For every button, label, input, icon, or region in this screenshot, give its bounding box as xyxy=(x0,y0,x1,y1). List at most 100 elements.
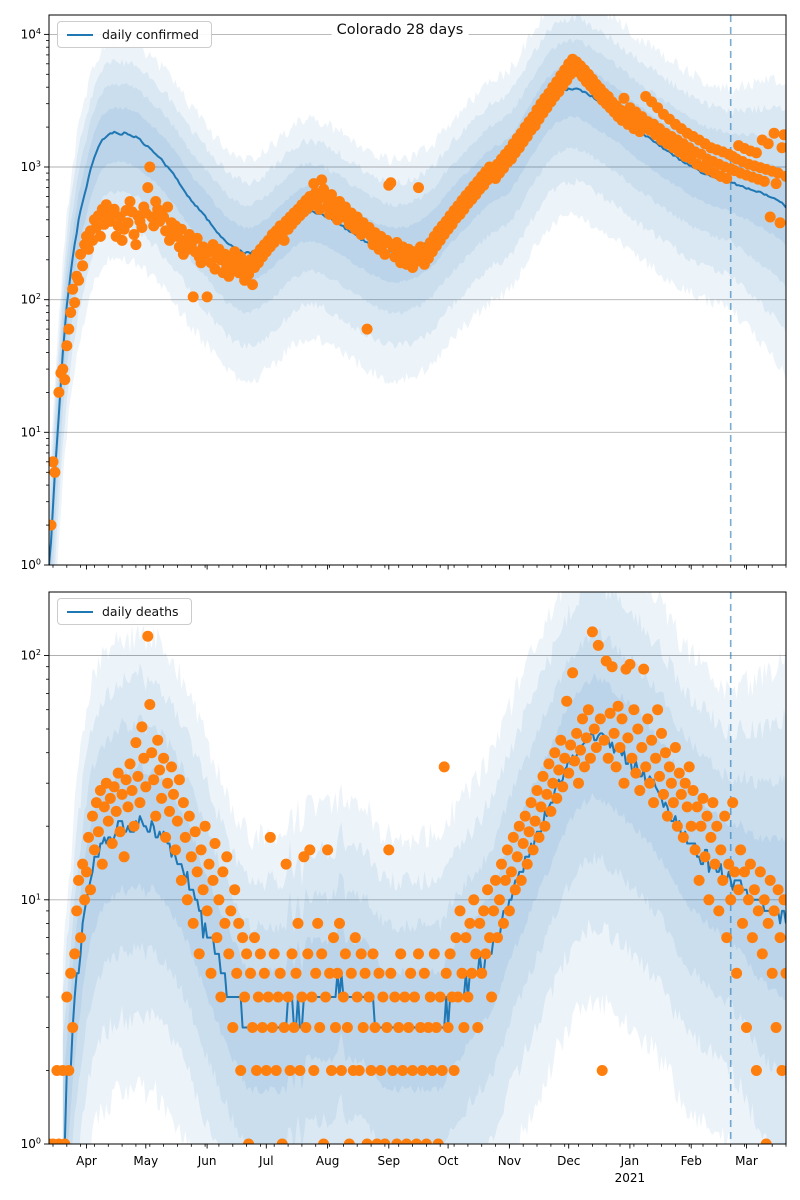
daily-deaths-observation-dot xyxy=(638,663,650,675)
daily-confirmed-observation-dot xyxy=(175,223,187,235)
daily-confirmed-observation-dot xyxy=(195,257,207,269)
daily-deaths-observation-dot xyxy=(432,1138,444,1144)
daily-deaths-observation-dot xyxy=(422,1022,434,1033)
daily-deaths-observation-dot xyxy=(207,874,219,886)
daily-confirmed-observation-dot xyxy=(124,196,136,207)
daily-deaths-observation-dot xyxy=(179,831,191,843)
daily-deaths-observation-dot xyxy=(563,767,575,779)
daily-deaths-band-4 xyxy=(62,592,786,1144)
daily-deaths-observation-dot xyxy=(705,831,717,843)
daily-deaths-observation-dot xyxy=(387,1065,399,1076)
y-tick-label: 103 xyxy=(21,160,41,175)
daily-deaths-observation-dot xyxy=(624,658,636,670)
daily-deaths-observation-dot xyxy=(575,744,586,756)
daily-deaths-axes-border xyxy=(48,591,787,1145)
daily-deaths-observation-dot xyxy=(626,752,638,764)
daily-deaths-observation-dot xyxy=(361,1138,373,1144)
daily-deaths-observation-dot xyxy=(480,948,492,960)
legend-label: daily deaths xyxy=(102,604,179,619)
daily-deaths-observation-dot xyxy=(584,752,596,764)
daily-confirmed-observation-dot xyxy=(776,142,786,154)
daily-deaths-observation-dot xyxy=(203,858,215,870)
daily-confirmed-observation-dot xyxy=(69,297,81,309)
daily-deaths-observation-dot xyxy=(456,967,468,979)
daily-confirmed-observation-dot xyxy=(379,248,391,260)
daily-deaths-observation-dot xyxy=(94,785,106,796)
x-tick-label-dec: Dec xyxy=(557,1154,580,1168)
daily-confirmed-observation-dot xyxy=(768,127,780,139)
daily-deaths-observation-dot xyxy=(687,785,699,796)
daily-deaths-observation-dot xyxy=(221,851,233,863)
daily-deaths-observation-dot xyxy=(87,810,98,822)
daily-deaths-observation-dot xyxy=(632,723,644,735)
daily-deaths-observation-dot xyxy=(276,1138,288,1144)
daily-deaths-observation-dot xyxy=(160,831,172,843)
daily-deaths-observation-dot xyxy=(630,767,642,779)
daily-deaths-observation-dot xyxy=(525,797,537,809)
daily-deaths-observation-dot xyxy=(723,858,735,870)
daily-deaths-observation-dot xyxy=(567,667,579,679)
daily-deaths-observation-dot xyxy=(699,851,711,863)
daily-deaths-observation-dot xyxy=(383,844,395,856)
daily-deaths-observation-dot xyxy=(648,797,660,809)
daily-confirmed-observation-dot xyxy=(162,201,174,213)
daily-confirmed-observation-dot xyxy=(774,217,786,229)
daily-deaths-observation-dot xyxy=(731,967,743,979)
daily-deaths-observation-dot xyxy=(217,866,229,878)
daily-deaths-observation-dot xyxy=(355,948,367,960)
daily-deaths-observation-dot xyxy=(219,917,231,929)
daily-deaths-observation-dot xyxy=(539,820,551,832)
daily-deaths-observation-dot xyxy=(752,905,764,917)
daily-deaths-observation-dot xyxy=(778,894,786,906)
daily-confirmed-observation-dot xyxy=(191,232,203,244)
daily-confirmed-observation-dot xyxy=(49,519,57,531)
x-tick-label-aug: Aug xyxy=(316,1154,339,1168)
daily-deaths-observation-dot xyxy=(268,948,280,960)
daily-deaths-observation-dot xyxy=(142,630,154,642)
daily-deaths-observation-dot xyxy=(138,752,150,764)
daily-deaths-observation-dot xyxy=(667,797,679,809)
daily-deaths-observation-dot xyxy=(92,826,104,838)
daily-deaths-observation-dot xyxy=(308,1065,320,1076)
daily-deaths-observation-dot xyxy=(245,967,256,979)
daily-deaths-observation-dot xyxy=(144,699,156,710)
legend-label: daily confirmed xyxy=(102,27,199,42)
daily-deaths-observation-dot xyxy=(744,858,756,870)
daily-deaths-observation-dot xyxy=(399,991,411,1003)
daily-deaths-observation-dot xyxy=(377,991,389,1003)
daily-deaths-observation-dot xyxy=(588,723,600,735)
y-tick-label: 101 xyxy=(21,892,41,907)
daily-deaths-observation-dot xyxy=(474,917,486,929)
daily-deaths-observation-dot xyxy=(334,917,345,929)
daily-deaths-observation-dot xyxy=(488,905,500,917)
daily-deaths-observation-dot xyxy=(573,777,584,789)
daily-deaths-observation-dot xyxy=(507,831,519,843)
daily-deaths-observation-dot xyxy=(499,874,511,886)
daily-deaths-observation-dot xyxy=(551,792,563,804)
daily-deaths-observation-dot xyxy=(464,917,476,929)
daily-confirmed-observation-dot xyxy=(128,229,140,240)
x-tick-label-oct: Oct xyxy=(438,1154,459,1168)
daily-deaths-observation-dot xyxy=(545,805,557,817)
daily-deaths-observation-dot xyxy=(251,1065,262,1076)
daily-deaths-observation-dot xyxy=(505,866,517,878)
daily-deaths-observation-dot xyxy=(187,917,199,929)
daily-deaths-observation-dot xyxy=(330,1022,341,1033)
daily-deaths-observation-dot xyxy=(286,948,298,960)
daily-confirmed-observation-dot xyxy=(49,456,59,468)
daily-deaths-observation-dot xyxy=(663,761,675,773)
daily-deaths-observation-dot xyxy=(351,991,363,1003)
daily-deaths-observation-dot xyxy=(413,948,424,960)
x-tick-label-nov: Nov xyxy=(498,1154,521,1168)
daily-deaths-observation-dot xyxy=(426,1065,438,1076)
daily-confirmed-band-1 xyxy=(49,62,786,565)
daily-deaths-observation-dot xyxy=(324,967,336,979)
daily-deaths-observation-dot xyxy=(405,967,417,979)
daily-deaths-observation-dot xyxy=(677,831,689,843)
daily-deaths-observation-dot xyxy=(118,851,130,863)
daily-deaths-observation-dot xyxy=(470,948,482,960)
y-tick-label: 102 xyxy=(21,648,41,663)
daily-deaths-observation-dot xyxy=(616,713,628,725)
daily-deaths-observation-dot xyxy=(96,858,108,870)
daily-deaths-observation-dot xyxy=(652,704,664,716)
